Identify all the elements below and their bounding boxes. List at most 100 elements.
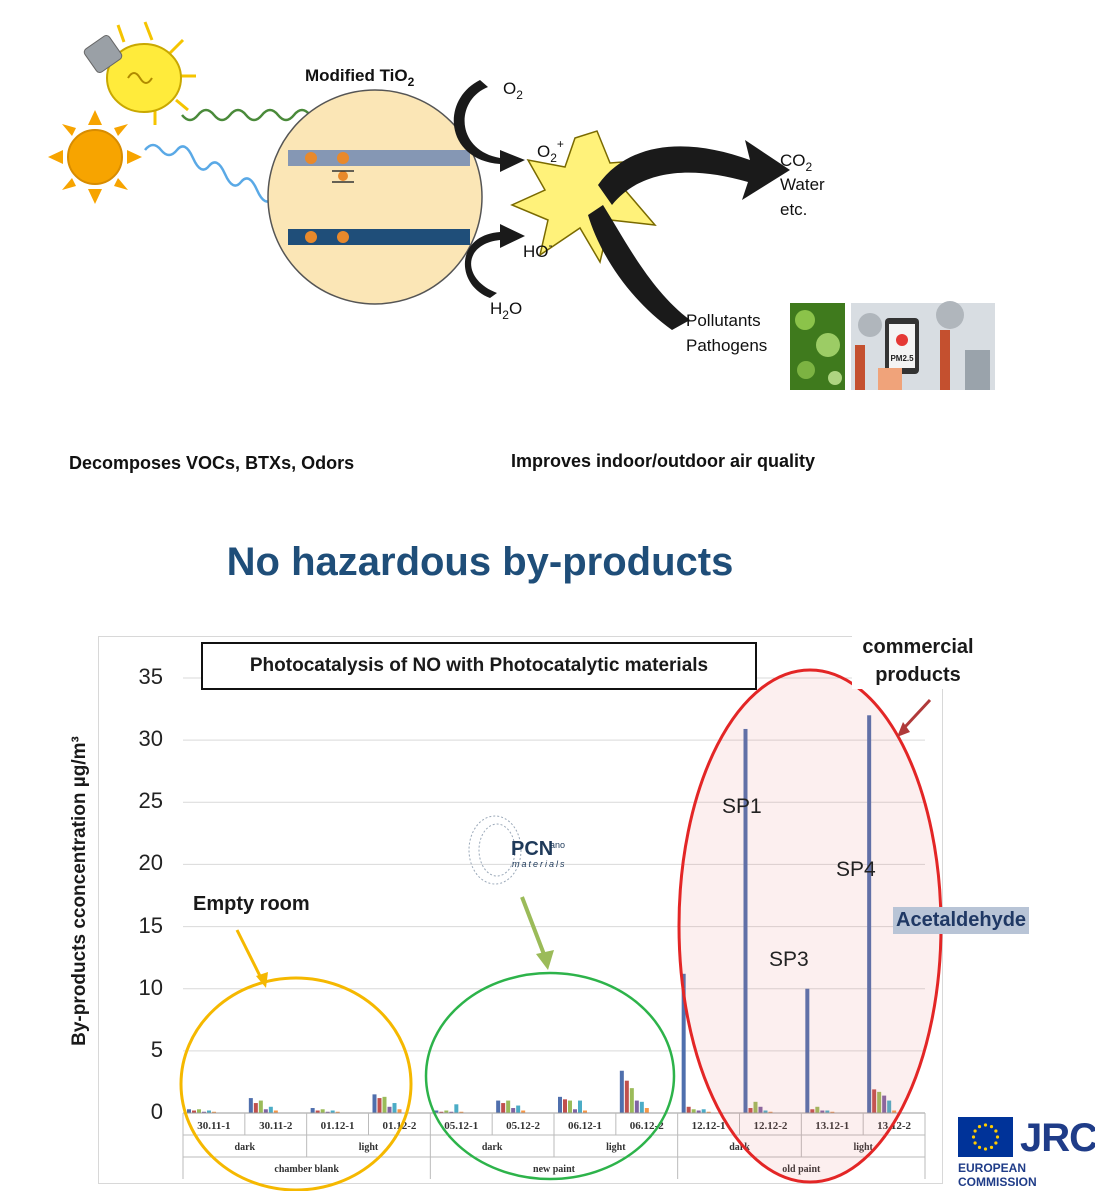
jrc-logo-text: JRC (1020, 1116, 1095, 1160)
bar (434, 1110, 439, 1113)
eu-star-icon (989, 1125, 994, 1129)
x-tick-label: 30.11-2 (259, 1120, 293, 1132)
bar (768, 1111, 773, 1113)
bar (578, 1100, 582, 1113)
headline: No hazardous by-products (226, 540, 734, 584)
eu-star-icon (983, 1123, 988, 1127)
empty-room-arrow (235, 929, 264, 981)
bar (310, 1108, 315, 1113)
acetaldehyde-label: Acetaldehyde (893, 907, 1030, 934)
bar (397, 1109, 402, 1113)
bar (758, 1106, 763, 1113)
bar (629, 1088, 634, 1113)
logo-sup: ano (550, 840, 565, 850)
bar (810, 1109, 815, 1113)
logo-brand: PCN (511, 838, 553, 860)
bar (573, 1109, 577, 1113)
bar (644, 1108, 649, 1113)
catalyst-label: Modified TiO (305, 66, 408, 85)
condition-label: dark (235, 1142, 256, 1153)
bar (496, 1100, 501, 1113)
y-tick-label: 5 (150, 1036, 163, 1062)
bar (454, 1104, 459, 1113)
bar (872, 1089, 877, 1113)
x-tick-label: 05.12-1 (444, 1120, 478, 1132)
bar (449, 1111, 454, 1113)
bar (887, 1100, 892, 1113)
bar (825, 1110, 830, 1113)
sp1-label: SP1 (722, 795, 762, 818)
bar (192, 1110, 196, 1113)
pcnano-logo: PCN ano materials (468, 815, 565, 885)
tio2-particle (267, 89, 483, 305)
x-tick-label: 05.12-2 (506, 1120, 540, 1132)
group-label: old paint (782, 1164, 821, 1175)
eu-star-icon (989, 1145, 994, 1149)
bar (263, 1109, 268, 1113)
left-caption: Decomposes VOCs, BTXs, Odors (69, 453, 355, 473)
x-tick-label: 01.12-2 (382, 1120, 416, 1132)
light-bulb-icon (83, 21, 196, 125)
svg-text:Modified TiO2: Modified TiO2 (305, 66, 415, 89)
chart-title: Photocatalysis of NO with Photocatalytic… (201, 642, 757, 690)
eu-star-icon (977, 1145, 982, 1149)
bar (743, 728, 748, 1113)
bar (325, 1111, 330, 1113)
bar (568, 1100, 572, 1113)
bar (501, 1103, 506, 1113)
condition-label: light (853, 1142, 873, 1153)
sun-icon (48, 110, 142, 204)
conduction-band (288, 150, 470, 166)
bar (258, 1100, 263, 1113)
bar (867, 715, 872, 1113)
bar (563, 1099, 567, 1113)
bar (372, 1094, 377, 1113)
eu-star-icon (994, 1129, 998, 1133)
bar (212, 1111, 216, 1113)
x-tick-label: 06.12-1 (568, 1120, 602, 1132)
bar (696, 1110, 701, 1113)
pathogens-label: Pathogens (686, 336, 767, 355)
eu-star-icon (973, 1129, 977, 1133)
bar (187, 1109, 191, 1113)
x-tick-label: 13.12-1 (815, 1120, 849, 1132)
sp4-label: SP4 (836, 858, 876, 881)
bar (330, 1110, 335, 1113)
y-axis-label: By-products cconcentration µg/m³ (69, 736, 90, 1046)
empty-room-label: Empty room (193, 893, 310, 915)
bar (634, 1100, 639, 1113)
bar (392, 1103, 397, 1113)
eu-star-icon (977, 1125, 982, 1129)
eu-star-icon (983, 1147, 988, 1151)
y-tick-label: 15 (138, 912, 163, 938)
bar (444, 1110, 449, 1113)
condition-label: dark (482, 1142, 503, 1153)
commercial-arrow (902, 698, 932, 730)
svg-text:H2O: H2O (490, 299, 522, 322)
air-pollution-image: PM2.5 (851, 301, 995, 390)
bar (202, 1111, 206, 1113)
pollutants-label: Pollutants (686, 311, 761, 330)
eu-star-icon (995, 1135, 1000, 1139)
empty-room-ellipse (179, 976, 413, 1191)
valence-band (288, 229, 470, 245)
hydroxide-label: HO (523, 242, 549, 261)
bar (681, 973, 686, 1113)
eu-star-icon (994, 1141, 998, 1145)
bar (320, 1109, 325, 1113)
bar (207, 1110, 211, 1113)
bar (273, 1110, 278, 1113)
superoxide-label: O (537, 142, 550, 161)
water-label: H (490, 299, 502, 318)
y-tick-label: 10 (138, 974, 163, 1000)
bar (506, 1100, 511, 1113)
pathogens-image (790, 303, 845, 390)
x-tick-label: 30.11-1 (197, 1120, 230, 1132)
group-label: chamber blank (274, 1164, 339, 1175)
bar (516, 1105, 521, 1113)
electron-icon (305, 152, 349, 181)
bar (315, 1110, 320, 1113)
bar (197, 1109, 201, 1113)
bar (521, 1110, 526, 1113)
sp3-label: SP3 (769, 948, 809, 971)
